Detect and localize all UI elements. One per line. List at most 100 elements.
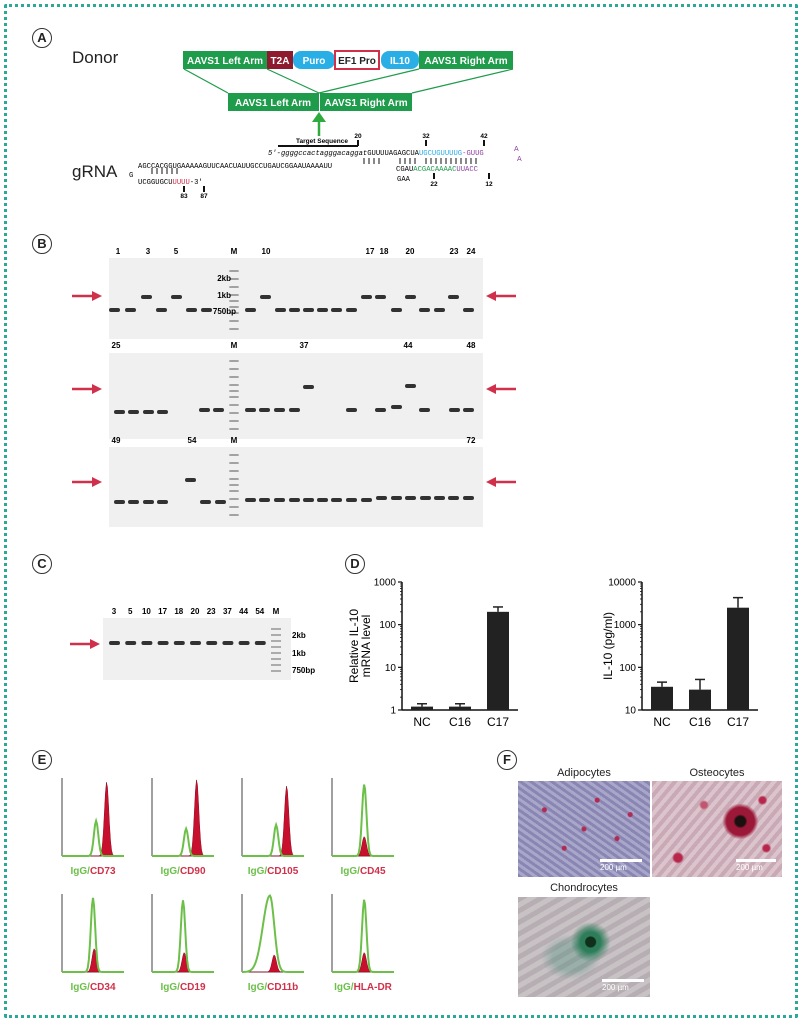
ladder-band <box>271 628 281 630</box>
category-label: C17 <box>727 715 749 729</box>
gel-band <box>229 320 239 322</box>
t2a-text: T2A <box>271 56 290 67</box>
donor-right-arm-text: AAVS1 Right Arm <box>424 56 507 67</box>
gel-band <box>128 500 139 504</box>
gel-band <box>229 470 239 472</box>
gel-band <box>186 308 197 312</box>
gel-band <box>229 420 239 422</box>
y-tick-label: 1000 <box>614 620 637 631</box>
gel-band <box>346 408 357 412</box>
svg-text:24: 24 <box>467 247 476 256</box>
gel-band <box>128 410 139 414</box>
gel-band <box>289 308 300 312</box>
gel-band <box>245 498 256 502</box>
figure-frame <box>4 4 798 1018</box>
gel-band <box>317 498 328 502</box>
svg-text:37: 37 <box>300 341 309 350</box>
histogram-cd34 <box>61 894 124 973</box>
svg-text:42: 42 <box>480 133 488 140</box>
gel-band <box>463 308 474 312</box>
category-label: NC <box>653 715 671 729</box>
gel-band <box>171 295 182 299</box>
target-right-arm-text: AAVS1 Right Arm <box>324 98 407 109</box>
gel-band <box>229 498 239 500</box>
y-tick-label: 10000 <box>608 578 636 589</box>
gel-band <box>391 496 402 500</box>
donor-construct-diagram: AAVS1 Left Arm T2A Puro EF1 Pro IL10 AAV… <box>129 50 522 200</box>
chondrocytes-scale: 200 µm <box>602 983 629 992</box>
gel-band <box>229 270 239 272</box>
ef1-pro-box <box>334 50 380 70</box>
t2a-box <box>267 51 293 69</box>
histogram-label: IgG/CD19 <box>160 982 205 993</box>
y-tick-label: 1 <box>390 706 396 717</box>
gel-band <box>303 308 314 312</box>
gel-band <box>229 412 239 414</box>
svg-text:1kb: 1kb <box>292 649 306 658</box>
gel-band <box>229 384 239 386</box>
gel-band <box>448 496 459 500</box>
gel-band <box>141 641 153 645</box>
svg-text:A: A <box>517 156 522 163</box>
ef1-pro-text: EF1 Pro <box>338 56 376 67</box>
category-label: C16 <box>689 715 711 729</box>
y-axis-label: Relative IL-10 <box>347 609 361 683</box>
gel-band <box>229 478 239 480</box>
gel-band <box>229 328 239 330</box>
gel-band <box>289 408 300 412</box>
lane-number: 44 <box>239 607 248 616</box>
gel-band <box>229 306 239 308</box>
gel-band <box>229 404 239 406</box>
histogram-cd73 <box>61 778 124 857</box>
y-axis-label: mRNA level <box>359 615 373 678</box>
lane-number: 17 <box>158 607 167 616</box>
gel-band <box>185 478 196 482</box>
ladder-band <box>271 658 281 660</box>
gel-band <box>331 308 342 312</box>
target-right-arm-box <box>320 93 412 111</box>
gel-band <box>420 496 431 500</box>
svg-text:GAA: GAA <box>397 176 411 184</box>
grna-sequence-mid: CGAUACGACAAAACUUACC <box>396 166 479 174</box>
gel-band <box>229 514 239 516</box>
svg-text:10: 10 <box>262 247 271 256</box>
panel-b-label: B <box>32 234 52 254</box>
category-label: C17 <box>487 715 509 729</box>
svg-text:87: 87 <box>200 193 208 200</box>
gel-band <box>274 498 285 502</box>
bar-c17 <box>487 611 509 710</box>
osteocytes-title: Osteocytes <box>689 767 745 779</box>
lane-number: 5 <box>128 607 133 616</box>
il10-box <box>381 51 419 69</box>
gel-band <box>229 506 239 508</box>
gel-band <box>157 410 168 414</box>
svg-text:17: 17 <box>366 247 375 256</box>
svg-text:1kb: 1kb <box>217 291 231 300</box>
svg-text:49: 49 <box>112 436 121 445</box>
svg-text:A: A <box>514 146 519 153</box>
gel-row-3 <box>109 447 483 527</box>
bar-c16 <box>689 689 711 710</box>
svg-text:3: 3 <box>146 247 151 256</box>
bar-nc <box>651 686 673 710</box>
histogram-cd11b <box>241 894 304 973</box>
svg-text:44: 44 <box>404 341 413 350</box>
gel-band <box>449 408 460 412</box>
gel-band <box>405 295 416 299</box>
svg-text:48: 48 <box>467 341 476 350</box>
gel-band <box>229 454 239 456</box>
histogram-label: IgG/CD90 <box>160 866 205 877</box>
adipocytes-scale: 200 µm <box>600 863 627 872</box>
gel-row-1 <box>109 258 483 339</box>
svg-text:2kb: 2kb <box>217 274 231 283</box>
panel-f-label: F <box>497 750 517 770</box>
target-left-arm-box <box>228 93 319 111</box>
donor-left-arm-box <box>183 51 267 69</box>
svg-text:M: M <box>231 341 238 350</box>
gel-band <box>361 295 372 299</box>
panel-a-label: A <box>32 28 52 48</box>
svg-text:25: 25 <box>112 341 121 350</box>
svg-text:2kb: 2kb <box>292 631 306 640</box>
gel-band <box>376 496 387 500</box>
category-label: C16 <box>449 715 471 729</box>
